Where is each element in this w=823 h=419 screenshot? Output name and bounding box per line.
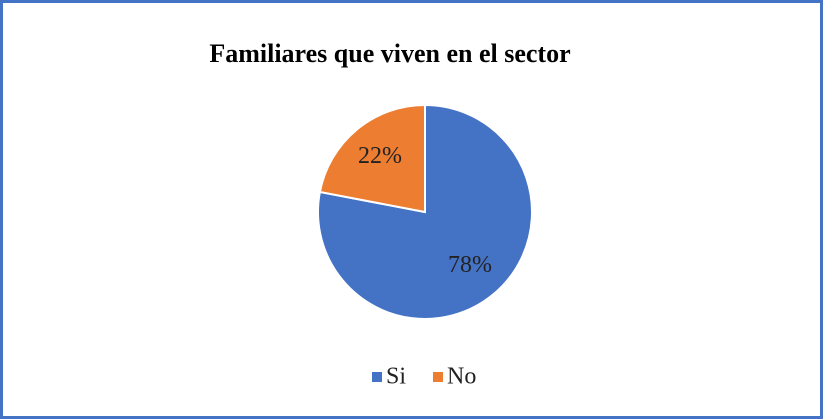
data-label: 78% [448,252,492,278]
pie-slice [318,103,426,214]
legend-swatch [433,372,443,382]
data-label: 22% [358,143,402,169]
chart-title: Familiares que viven en el sector [209,39,570,68]
legend-swatch [372,372,382,382]
legend-label: No [447,364,476,390]
legend-label: Si [386,364,406,390]
